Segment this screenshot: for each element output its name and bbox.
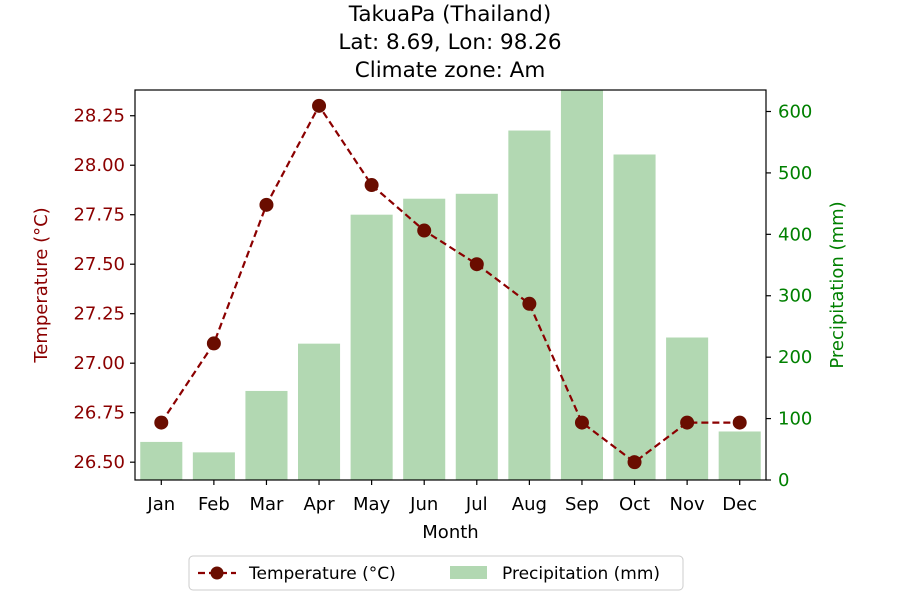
precipitation-bar xyxy=(613,154,656,480)
temperature-tick-label: 27.25 xyxy=(73,304,125,325)
month-tick-label: Sep xyxy=(565,494,599,515)
temperature-point xyxy=(627,455,642,470)
temperature-point xyxy=(154,415,169,430)
temperature-axis-label: Temperature (°C) xyxy=(31,207,52,363)
month-axis: Jan Feb Mar Apr May Jun Jul Aug Sep Oct Nov Dec Mont… xyxy=(146,480,757,543)
temperature-point xyxy=(364,178,379,193)
precipitation-axis-label: Precipitation (mm) xyxy=(827,201,848,368)
month-tick-label: Dec xyxy=(722,494,757,515)
temperature-axis: 26.50 26.75 27.00 27.25 27.50 27.75 28.00 28.25… xyxy=(31,106,135,473)
precipitation-tick-label: 400 xyxy=(778,224,812,245)
month-tick-label: Oct xyxy=(619,494,650,515)
temperature-tick-label: 27.50 xyxy=(73,254,125,275)
month-tick-label: Feb xyxy=(198,494,230,515)
precipitation-bar xyxy=(245,390,288,480)
temperature-point xyxy=(312,98,327,113)
month-tick-label: Apr xyxy=(303,494,335,515)
temperature-line xyxy=(154,98,747,470)
plot-frame xyxy=(134,89,767,481)
temperature-tick-label: 28.00 xyxy=(73,155,125,176)
precipitation-bar xyxy=(455,193,498,480)
precipitation-tick-label: 0 xyxy=(778,470,789,491)
precipitation-bars xyxy=(140,90,761,480)
month-tick-label: May xyxy=(353,494,391,515)
temperature-point xyxy=(206,336,221,351)
month-axis-label: Month xyxy=(422,522,478,543)
temperature-point xyxy=(417,223,432,238)
precipitation-tick-label: 100 xyxy=(778,409,812,430)
precipitation-bar xyxy=(718,431,761,480)
legend-precipitation-label: Precipitation (mm) xyxy=(502,564,660,584)
temperature-tick-label: 28.25 xyxy=(73,106,125,127)
temperature-tick-label: 27.00 xyxy=(73,353,125,374)
month-tick-label: Nov xyxy=(670,494,705,515)
chart-title-line: Climate zone: Am xyxy=(355,58,546,83)
precipitation-axis: 0 100 200 300 400 500 600 Precipitation (mm) xyxy=(766,101,848,491)
temperature-point xyxy=(522,296,537,311)
temperature-tick-label: 27.75 xyxy=(73,205,125,226)
legend-temperature-marker xyxy=(210,566,224,580)
temperature-point xyxy=(469,257,484,272)
precipitation-bar xyxy=(560,90,603,480)
precipitation-bar xyxy=(350,214,393,480)
month-tick-label: Aug xyxy=(512,494,547,515)
legend-precipitation-swatch xyxy=(450,566,487,579)
month-tick-label: Mar xyxy=(249,494,284,515)
temperature-tick-label: 26.75 xyxy=(73,403,125,424)
month-tick-label: Jun xyxy=(409,494,438,515)
legend-box xyxy=(188,555,684,591)
precipitation-bar xyxy=(403,198,446,480)
temperature-point xyxy=(259,197,274,212)
precipitation-bar xyxy=(666,337,709,480)
precipitation-tick-label: 600 xyxy=(778,101,812,122)
legend-temperature-label: Temperature (°C) xyxy=(248,564,396,584)
precipitation-bar xyxy=(298,343,341,480)
chart-title-line: TakuaPa (Thailand) xyxy=(348,2,551,27)
chart-legend: Temperature (°C) Precipitation (mm) xyxy=(188,555,684,591)
precipitation-bar xyxy=(140,441,183,480)
month-tick-label: Jan xyxy=(146,494,175,515)
chart-title-line: Lat: 8.69, Lon: 98.26 xyxy=(338,30,561,55)
month-tick-label: Jul xyxy=(465,494,488,515)
temperature-point xyxy=(680,415,695,430)
precipitation-tick-label: 200 xyxy=(778,347,812,368)
chart-title: TakuaPa (Thailand) Lat: 8.69, Lon: 98.26 C… xyxy=(338,2,561,83)
temperature-point xyxy=(574,415,589,430)
temperature-tick-label: 26.50 xyxy=(73,452,125,473)
precipitation-tick-label: 300 xyxy=(778,286,812,307)
temperature-point xyxy=(732,415,747,430)
precipitation-bar xyxy=(192,452,235,480)
temperature-series-line xyxy=(160,103,740,464)
precipitation-tick-label: 500 xyxy=(778,163,812,184)
